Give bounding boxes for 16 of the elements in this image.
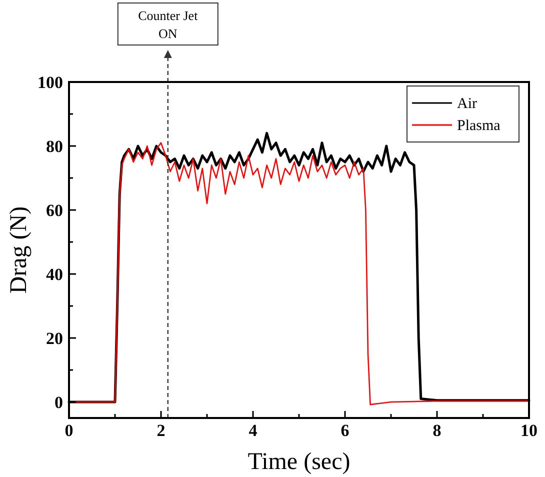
legend-label: Air — [457, 96, 477, 112]
y-tick-label: 80 — [46, 137, 63, 156]
x-tick-label: 6 — [340, 421, 350, 440]
x-tick-label: 10 — [520, 421, 538, 440]
y-tick-label: 20 — [46, 329, 63, 348]
ref-line-label: Counter Jet ON — [138, 8, 198, 41]
y-tick-label: 40 — [46, 265, 63, 284]
legend-label: Plasma — [457, 118, 501, 134]
y-tick-label: 100 — [38, 73, 63, 92]
x-tick-label: 4 — [248, 421, 258, 440]
x-tick-label: 8 — [432, 421, 442, 440]
y-axis-title: Drag (N) — [6, 206, 32, 294]
x-tick-label: 2 — [156, 421, 166, 440]
y-tick-label: 60 — [46, 201, 63, 220]
y-tick-label: 0 — [54, 393, 63, 412]
x-axis-title: Time (sec) — [248, 449, 350, 475]
